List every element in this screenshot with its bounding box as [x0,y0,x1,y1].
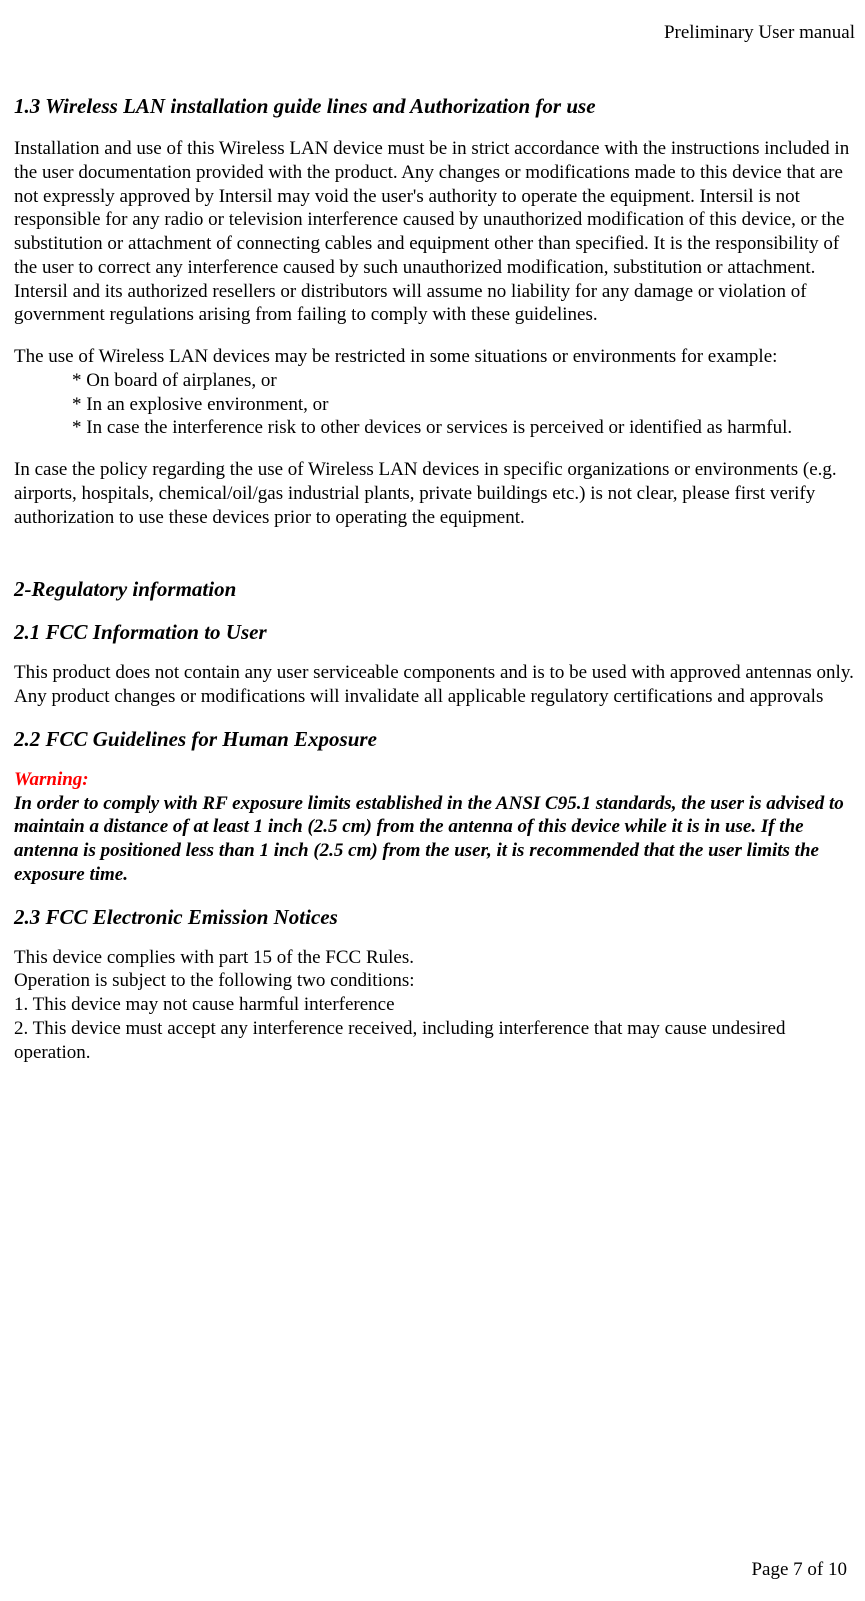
spacer [14,547,855,577]
section23-l3: 1. This device may not cause harmful int… [14,994,395,1015]
section23-lines: This device complies with part 15 of the… [14,946,855,1065]
header-title: Preliminary User manual [664,22,855,43]
warning-body: In order to comply with RF exposure limi… [14,792,855,887]
section13-p3: In case the policy regarding the use of … [14,458,855,529]
heading-2-3: 2.3 FCC Electronic Emission Notices [14,905,855,930]
section23-l4: 2. This device must accept any interfere… [14,1018,785,1063]
section23-l1: This device complies with part 15 of the… [14,947,414,968]
bullet-item: * On board of airplanes, or [14,369,855,393]
document-page: Preliminary User manual 1.3 Wireless LAN… [0,0,865,1601]
page-number: Page 7 of 10 [751,1559,847,1580]
bullet-item: * In case the interference risk to other… [14,416,855,440]
warning-block: Warning: In order to comply with RF expo… [14,768,855,887]
heading-1-3: 1.3 Wireless LAN installation guide line… [14,94,855,119]
section21-p1: This product does not contain any user s… [14,661,855,709]
section13-p2-block: The use of Wireless LAN devices may be r… [14,345,855,440]
warning-label: Warning: [14,768,855,792]
section13-p1: Installation and use of this Wireless LA… [14,137,855,327]
heading-2-1: 2.1 FCC Information to User [14,620,855,645]
heading-2-2: 2.2 FCC Guidelines for Human Exposure [14,727,855,752]
running-header: Preliminary User manual [14,22,855,44]
heading-2: 2-Regulatory information [14,577,855,602]
section13-p2-lead: The use of Wireless LAN devices may be r… [14,346,777,367]
page-footer: Page 7 of 10 [751,1559,847,1581]
bullet-item: * In an explosive environment, or [14,393,855,417]
section23-l2: Operation is subject to the following tw… [14,970,415,991]
